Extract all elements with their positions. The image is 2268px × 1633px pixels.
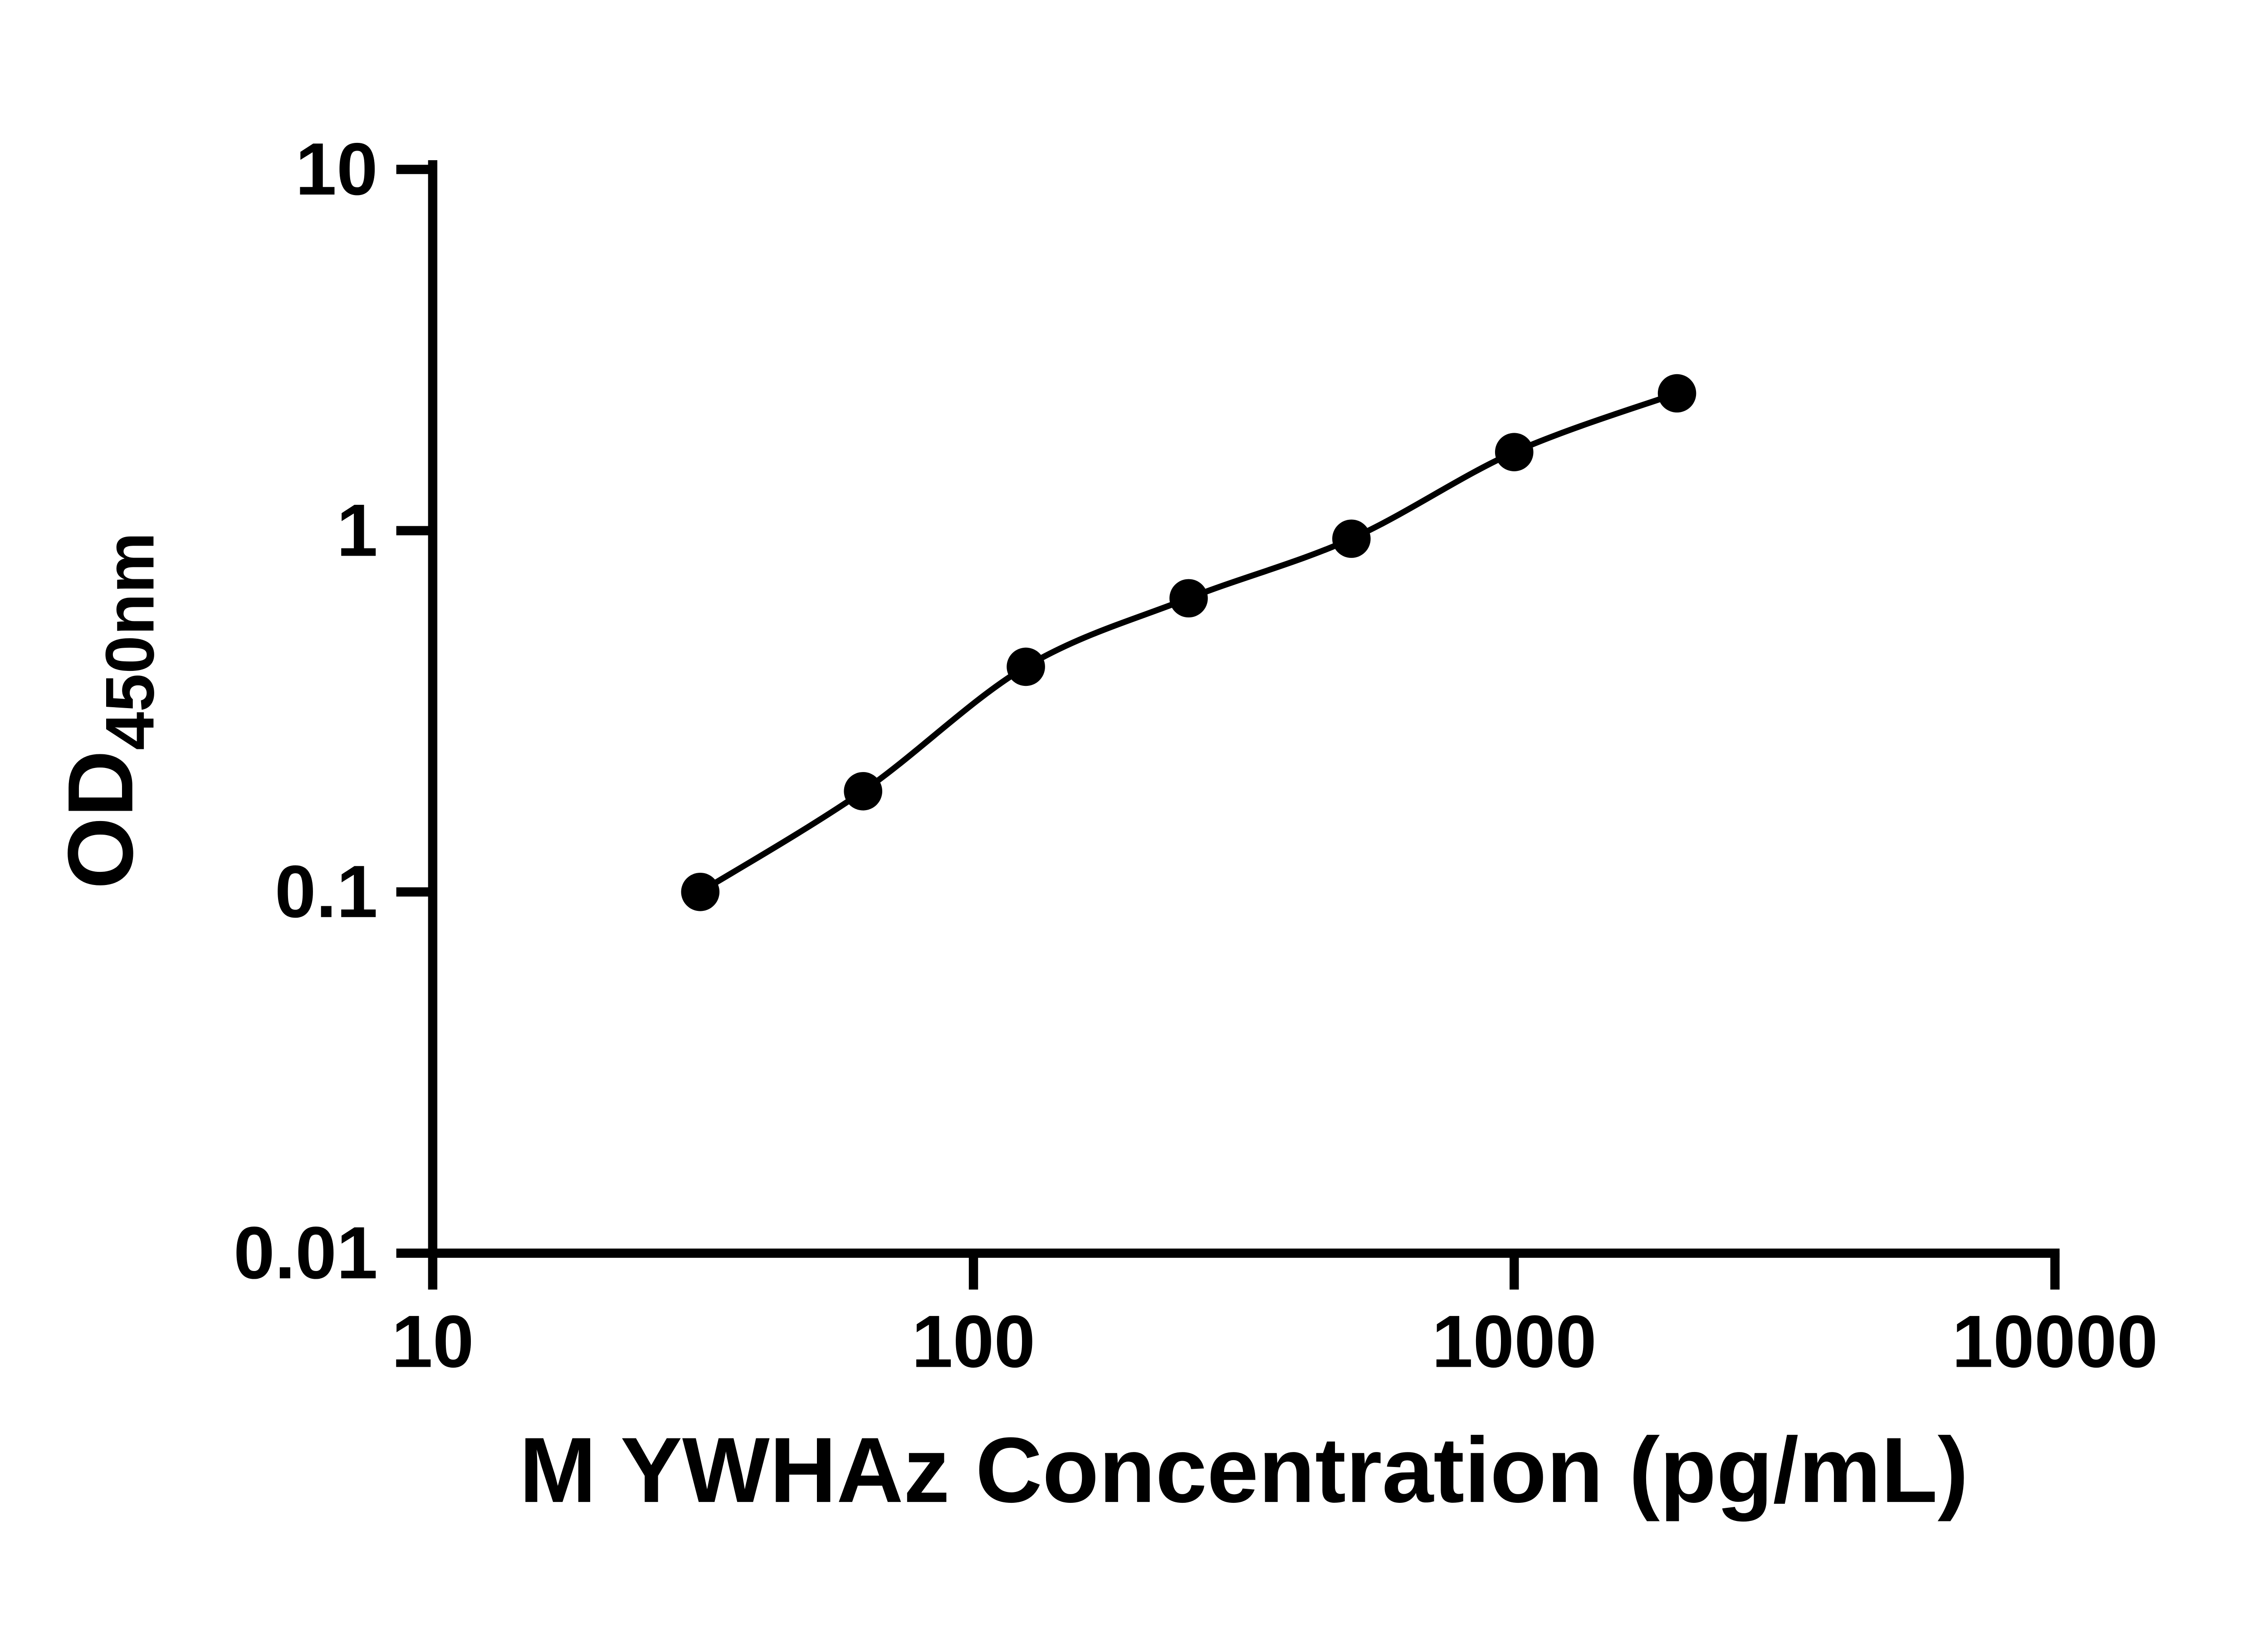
data-point [844,772,883,811]
data-point [681,872,720,911]
x-tick-label: 10 [391,1300,474,1383]
x-tick-label: 1000 [1432,1300,1596,1383]
data-point [1169,579,1208,618]
y-tick-label: 10 [295,127,378,210]
data-point [1332,519,1371,558]
x-tick-label: 100 [912,1300,1036,1383]
data-point [1495,433,1534,471]
y-tick-label: 0.1 [275,850,378,933]
y-axis-title-subscript: 450nm [92,532,168,750]
axis-spine [428,160,2060,1258]
y-axis-title-main: OD [49,750,152,889]
data-point [1007,647,1045,686]
y-axis-title: OD450nm [49,532,169,889]
x-tick-label: 10000 [1952,1300,2158,1383]
y-tick-label: 1 [337,489,378,572]
data-point [1657,374,1696,413]
standard-curve-line [699,390,1678,895]
y-tick-label: 0.01 [234,1211,378,1294]
x-axis-title: M YWHAz Concentration (pg/mL) [519,1418,1969,1522]
